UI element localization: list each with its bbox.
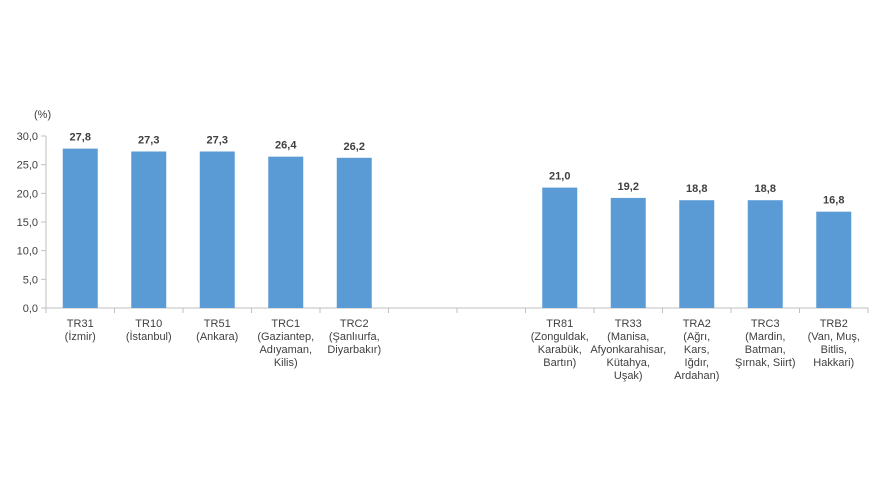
- x-tick-label-region: Kütahya,: [607, 357, 650, 369]
- x-tick-label-region: Ardahan): [674, 370, 719, 382]
- x-tick-label-region: Hakkari): [813, 357, 854, 369]
- data-label: 16,8: [823, 195, 844, 207]
- x-tick-label-code: TR51: [204, 318, 231, 330]
- x-tick-label-code: TR81: [546, 318, 573, 330]
- data-label: 21,0: [549, 171, 570, 183]
- x-tick-label-region: Diyarbakır): [327, 344, 381, 356]
- y-tick-label: 10,0: [17, 246, 38, 258]
- bar: [268, 156, 304, 308]
- x-tick-label-code: TRC3: [751, 318, 780, 330]
- y-tick-label: 25,0: [17, 160, 38, 172]
- y-unit-label: (%): [34, 109, 51, 121]
- x-tick-label-code: TRC2: [340, 318, 369, 330]
- y-tick-label: 30,0: [17, 131, 38, 143]
- x-tick-label-code: TR10: [135, 318, 162, 330]
- bar: [610, 197, 646, 308]
- x-tick-label-region: Karabük,: [538, 344, 582, 356]
- bar: [199, 151, 235, 308]
- x-tick-label-region: Iğdır,: [685, 357, 709, 369]
- x-tick-label-code: TRA2: [683, 318, 711, 330]
- x-tick-label-region: Kars,: [684, 344, 710, 356]
- y-tick-label: 0,0: [23, 303, 38, 315]
- bar: [542, 187, 578, 308]
- x-tick-label-region: (Şanlıurfa,: [329, 331, 380, 343]
- x-tick-label-region: (Manisa,: [607, 331, 649, 343]
- bar: [747, 200, 783, 308]
- x-tick-label-region: (Ağrı,: [683, 331, 710, 343]
- x-tick-label-region: (Gaziantep,: [257, 331, 314, 343]
- x-tick-label-region: Uşak): [614, 370, 643, 382]
- data-label: 18,8: [686, 183, 707, 195]
- data-label: 27,3: [207, 134, 228, 146]
- x-tick-label-region: (Van, Muş,: [808, 331, 860, 343]
- x-tick-label-region: Batman,: [745, 344, 786, 356]
- x-tick-label-region: Kilis): [274, 357, 298, 369]
- x-tick-label-region: Bitlis,: [821, 344, 847, 356]
- data-label: 27,3: [138, 134, 159, 146]
- x-tick-label-region: (Zonguldak,: [531, 331, 589, 343]
- x-tick-label-code: TRC1: [271, 318, 300, 330]
- y-tick-label: 15,0: [17, 217, 38, 229]
- x-tick-label-code: TR31: [67, 318, 94, 330]
- x-tick-label-region: (Ankara): [196, 331, 238, 343]
- y-tick-label: 20,0: [17, 188, 38, 200]
- x-tick-label-region: Afyonkarahisar,: [590, 344, 666, 356]
- data-label: 26,2: [344, 141, 365, 153]
- bar: [816, 211, 852, 308]
- y-tick-label: 5,0: [23, 274, 38, 286]
- data-label: 19,2: [618, 181, 639, 193]
- x-tick-label-region: (İstanbul): [126, 330, 172, 343]
- data-label: 18,8: [755, 183, 776, 195]
- data-label: 26,4: [275, 140, 297, 152]
- x-tick-label-region: Bartın): [543, 357, 576, 369]
- x-tick-label-region: Adıyaman,: [259, 344, 312, 356]
- bar: [62, 148, 98, 308]
- x-tick-label-code: TR33: [615, 318, 642, 330]
- data-label: 27,8: [70, 132, 91, 144]
- x-tick-label-region: (Mardin,: [745, 331, 785, 343]
- bar: [679, 200, 715, 308]
- bar: [336, 157, 372, 308]
- x-tick-label-code: TRB2: [820, 318, 848, 330]
- bar: [131, 151, 167, 308]
- x-tick-label-region: Şırnak, Siirt): [735, 357, 796, 369]
- x-tick-label-region: (İzmir): [65, 330, 96, 343]
